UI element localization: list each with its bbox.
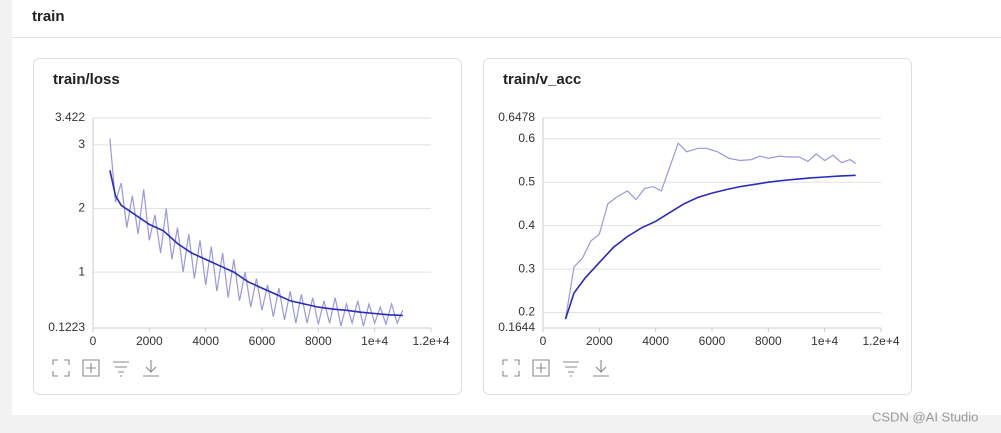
x-tick-label: 1e+4 xyxy=(361,334,388,348)
y-tick-label: 0.4 xyxy=(518,218,535,232)
watermark: CSDN @AI Studio xyxy=(872,409,978,424)
header-title: train xyxy=(32,8,65,25)
fullscreen-icon[interactable] xyxy=(502,359,520,377)
data-line xyxy=(109,170,403,317)
x-tick-label: 8000 xyxy=(755,334,782,348)
x-tick-label: 2000 xyxy=(136,334,163,348)
x-tick-label: 1.2e+4 xyxy=(862,334,899,348)
y-tick-label: 0.3 xyxy=(518,261,535,275)
chart-title: train/loss xyxy=(53,71,120,88)
y-tick-label: 0.2 xyxy=(518,305,535,319)
card xyxy=(483,58,912,395)
x-tick-label: 4000 xyxy=(642,334,669,348)
data-line xyxy=(564,174,856,320)
x-tick-label: 6000 xyxy=(249,334,276,348)
y-tick-label: 0.6 xyxy=(518,131,535,145)
card xyxy=(33,58,462,395)
toolbar xyxy=(502,359,609,377)
x-tick-label: 0 xyxy=(90,334,97,348)
x-tick-label: 2000 xyxy=(586,334,613,348)
filter-icon[interactable] xyxy=(113,361,129,377)
x-tick-label: 8000 xyxy=(305,334,332,348)
reset-icon[interactable] xyxy=(532,359,550,377)
y-tick-label: 0.1223 xyxy=(48,320,85,334)
x-tick-label: 4000 xyxy=(192,334,219,348)
x-tick-label: 1.2e+4 xyxy=(412,334,449,348)
x-tick-label: 6000 xyxy=(699,334,726,348)
fullscreen-icon[interactable] xyxy=(52,359,70,377)
y-tick-label: 3 xyxy=(78,137,85,151)
y-tick-label: 1 xyxy=(78,264,85,278)
filter-icon[interactable] xyxy=(563,361,579,377)
x-tick-label: 0 xyxy=(540,334,547,348)
y-tick-label: 0.1644 xyxy=(498,320,535,334)
download-icon[interactable] xyxy=(593,360,609,377)
x-tick-label: 1e+4 xyxy=(811,334,838,348)
data-line xyxy=(564,141,857,320)
chart-title: train/v_acc xyxy=(503,71,581,88)
y-tick-label: 2 xyxy=(78,201,85,215)
download-icon[interactable] xyxy=(143,360,159,377)
toolbar xyxy=(52,359,159,377)
y-tick-label: 0.5 xyxy=(518,174,535,188)
y-tick-label: 3.422 xyxy=(55,110,85,124)
y-tick-label: 0.6478 xyxy=(498,110,535,124)
reset-icon[interactable] xyxy=(82,359,100,377)
data-line xyxy=(109,138,404,327)
